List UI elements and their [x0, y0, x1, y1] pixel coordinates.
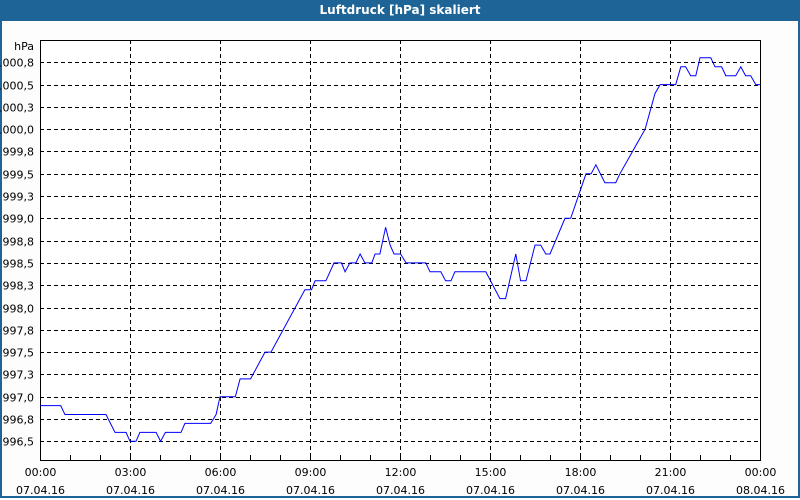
x-tick-time: 21:00 [655, 466, 687, 479]
x-tick-date: 08.04.16 [736, 484, 785, 497]
y-tick-label: 997,8 [3, 325, 35, 338]
x-tick-date: 07.04.16 [16, 484, 65, 497]
y-tick-label: 999,3 [3, 191, 35, 204]
x-tick-date: 07.04.16 [376, 484, 425, 497]
plot-border [40, 40, 761, 461]
y-tick-label: 1000,5 [0, 80, 34, 93]
y-tick-label: 997,5 [3, 347, 35, 360]
y-tick-label: 998,5 [3, 258, 35, 271]
y-tick-label: 999,0 [3, 213, 35, 226]
x-tick-time: 09:00 [295, 466, 327, 479]
y-tick-label: 997,0 [3, 392, 35, 405]
y-tick-label: 997,3 [3, 369, 35, 382]
pressure-series-line [40, 57, 760, 443]
x-tick-time: 00:00 [25, 466, 57, 479]
x-tick-date: 07.04.16 [196, 484, 245, 497]
x-tick-time: 12:00 [385, 466, 417, 479]
y-tick-label: 996,5 [3, 436, 35, 449]
y-tick-label: 1000,8 [0, 57, 34, 70]
y-tick-label: 999,8 [3, 146, 35, 159]
y-tick-label: 999,5 [3, 169, 35, 182]
x-tick-time: 00:00 [745, 466, 777, 479]
y-tick-label: 998,8 [3, 236, 35, 249]
x-tick-date: 07.04.16 [646, 484, 695, 497]
x-tick-time: 18:00 [565, 466, 597, 479]
y-tick-label: 998,3 [3, 280, 35, 293]
x-tick-time: 15:00 [475, 466, 507, 479]
x-tick-date: 07.04.16 [286, 484, 335, 497]
y-tick-label: 1000,3 [0, 102, 34, 115]
x-tick-time: 06:00 [205, 466, 237, 479]
y-tick-label: 1000,0 [0, 124, 34, 137]
window-title: Luftdruck [hPa] skaliert [0, 0, 800, 21]
x-tick-date: 07.04.16 [466, 484, 515, 497]
y-tick-label: 996,8 [3, 414, 35, 427]
x-tick-date: 07.04.16 [556, 484, 605, 497]
x-tick-time: 03:00 [115, 466, 147, 479]
y-axis-unit-label: hPa [14, 40, 34, 53]
y-tick-label: 998,0 [3, 303, 35, 316]
x-tick-date: 07.04.16 [106, 484, 155, 497]
